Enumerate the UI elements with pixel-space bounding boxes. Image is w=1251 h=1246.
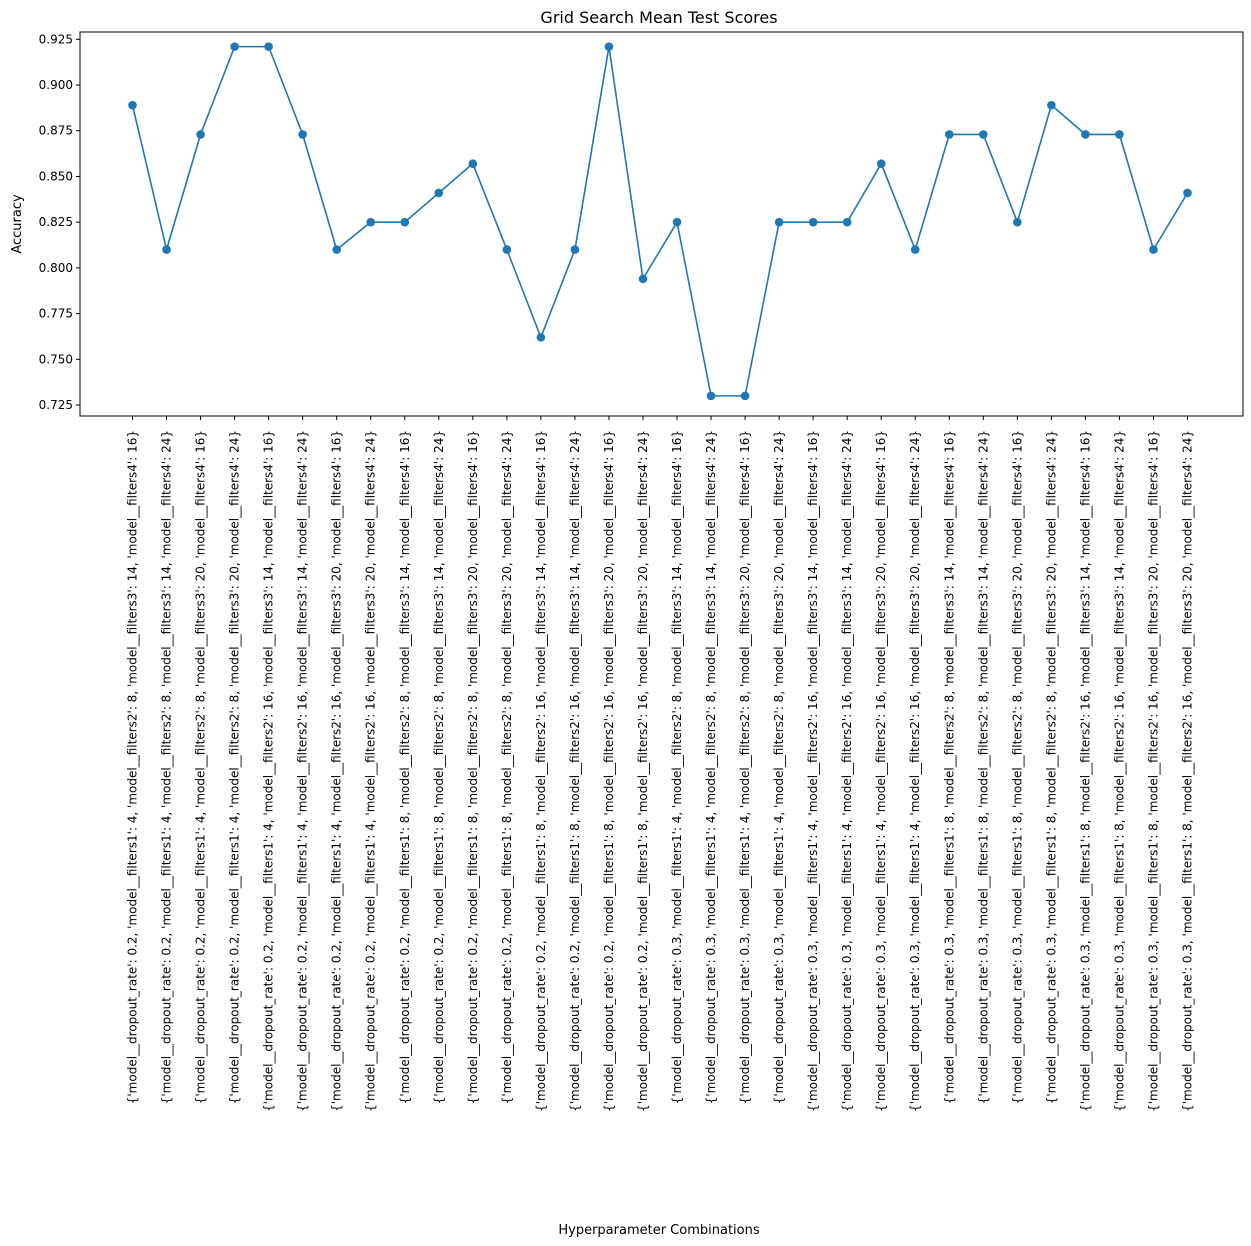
x-tick-label: {'model__dropout_rate': 0.2, 'model__fil… xyxy=(432,430,446,1104)
data-point xyxy=(1081,130,1090,139)
x-tick-label: {'model__dropout_rate': 0.2, 'model__fil… xyxy=(568,430,582,1112)
x-tick-label: {'model__dropout_rate': 0.3, 'model__fil… xyxy=(976,430,990,1104)
data-point xyxy=(400,217,410,227)
x-tick-label: {'model__dropout_rate': 0.3, 'model__fil… xyxy=(908,430,922,1112)
x-tick-label: {'model__dropout_rate': 0.3, 'model__fil… xyxy=(1181,430,1195,1112)
x-tick-label: {'model__dropout_rate': 0.2, 'model__fil… xyxy=(602,430,616,1112)
x-tick-label: {'model__dropout_rate': 0.3, 'model__fil… xyxy=(1146,430,1160,1112)
x-tick-label: {'model__dropout_rate': 0.3, 'model__fil… xyxy=(670,430,684,1104)
x-tick-label: {'model__dropout_rate': 0.2, 'model__fil… xyxy=(126,430,140,1104)
chart-title: Grid Search Mean Test Scores xyxy=(540,8,777,27)
data-point xyxy=(128,100,137,110)
y-tick-label: 0.800 xyxy=(39,261,73,275)
x-tick-label: {'model__dropout_rate': 0.2, 'model__fil… xyxy=(466,430,480,1104)
x-tick-label: {'model__dropout_rate': 0.3, 'model__fil… xyxy=(738,430,752,1104)
x-tick-label: {'model__dropout_rate': 0.2, 'model__fil… xyxy=(364,430,378,1112)
y-axis-label: Accuracy xyxy=(10,194,25,254)
x-tick-label: {'model__dropout_rate': 0.2, 'model__fil… xyxy=(636,430,650,1112)
data-point xyxy=(638,274,648,284)
data-point xyxy=(332,245,341,254)
data-point xyxy=(230,42,239,51)
data-point xyxy=(944,130,954,139)
data-point xyxy=(434,188,444,198)
data-point xyxy=(196,130,205,139)
y-tick-label: 0.850 xyxy=(39,169,73,183)
data-point xyxy=(162,245,171,254)
x-tick-label: {'model__dropout_rate': 0.2, 'model__fil… xyxy=(262,430,276,1112)
x-tick-label: {'model__dropout_rate': 0.3, 'model__fil… xyxy=(806,430,820,1112)
x-axis: {'model__dropout_rate': 0.2, 'model__fil… xyxy=(126,416,1195,1112)
data-point xyxy=(264,42,273,51)
y-tick-label: 0.925 xyxy=(39,32,73,46)
x-tick-label: {'model__dropout_rate': 0.2, 'model__fil… xyxy=(228,430,242,1104)
y-tick-label: 0.750 xyxy=(39,352,73,366)
data-point xyxy=(1047,100,1056,110)
y-axis: 0.725 0.750 0.775 0.800 0.825 0.850 0.875 0.900… xyxy=(39,32,80,412)
x-tick-label: {'model__dropout_rate': 0.2, 'model__fil… xyxy=(296,430,310,1112)
data-markers xyxy=(128,42,1192,401)
data-point xyxy=(876,159,886,168)
x-axis-label: Hyperparameter Combinations xyxy=(558,1223,759,1238)
data-point xyxy=(774,217,784,227)
data-point xyxy=(808,217,818,227)
x-tick-label: {'model__dropout_rate': 0.3, 'model__fil… xyxy=(772,430,786,1104)
x-tick-label: {'model__dropout_rate': 0.3, 'model__fil… xyxy=(1112,430,1126,1112)
data-point xyxy=(842,217,852,227)
data-point xyxy=(910,245,920,254)
x-tick-label: {'model__dropout_rate': 0.2, 'model__fil… xyxy=(398,430,412,1104)
data-point xyxy=(740,391,750,401)
plot-frame xyxy=(79,31,1244,417)
x-tick-label: {'model__dropout_rate': 0.2, 'model__fil… xyxy=(500,430,514,1104)
x-tick-label: {'model__dropout_rate': 0.2, 'model__fil… xyxy=(330,430,344,1112)
data-point xyxy=(672,217,682,227)
y-tick-label: 0.825 xyxy=(39,215,73,229)
x-tick-label: {'model__dropout_rate': 0.3, 'model__fil… xyxy=(874,430,888,1112)
x-tick-label: {'model__dropout_rate': 0.3, 'model__fil… xyxy=(942,430,956,1104)
data-point xyxy=(366,217,376,227)
data-point xyxy=(536,333,546,342)
y-tick-label: 0.725 xyxy=(39,398,73,412)
x-tick-label: {'model__dropout_rate': 0.2, 'model__fil… xyxy=(160,430,174,1104)
data-point xyxy=(604,42,614,51)
data-point xyxy=(298,130,307,139)
x-tick-label: {'model__dropout_rate': 0.3, 'model__fil… xyxy=(1010,430,1024,1104)
y-tick-label: 0.875 xyxy=(39,124,73,138)
x-tick-label: {'model__dropout_rate': 0.3, 'model__fil… xyxy=(1044,430,1058,1104)
data-point xyxy=(1013,217,1022,227)
data-point xyxy=(1149,245,1158,254)
data-point xyxy=(979,130,988,139)
data-point xyxy=(502,245,512,254)
data-point xyxy=(1183,188,1192,198)
data-point xyxy=(1115,130,1124,139)
series-line xyxy=(131,45,1189,397)
data-point xyxy=(570,245,580,254)
x-tick-label: {'model__dropout_rate': 0.2, 'model__fil… xyxy=(534,430,548,1112)
x-tick-label: {'model__dropout_rate': 0.3, 'model__fil… xyxy=(1078,430,1092,1112)
x-tick-label: {'model__dropout_rate': 0.2, 'model__fil… xyxy=(194,430,208,1104)
data-point xyxy=(706,391,716,401)
y-tick-label: 0.900 xyxy=(39,78,73,92)
y-tick-label: 0.775 xyxy=(39,307,73,321)
x-tick-label: {'model__dropout_rate': 0.3, 'model__fil… xyxy=(704,430,718,1104)
x-tick-label: {'model__dropout_rate': 0.3, 'model__fil… xyxy=(840,430,854,1112)
data-point xyxy=(468,159,478,168)
